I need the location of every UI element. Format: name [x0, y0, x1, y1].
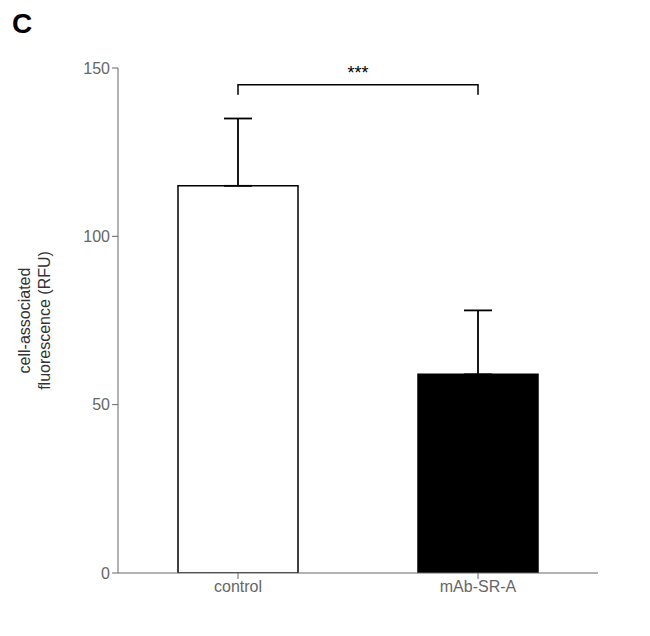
svg-text:***: *** [347, 63, 368, 83]
svg-text:0: 0 [101, 565, 110, 582]
svg-text:mAb-SR-A: mAb-SR-A [440, 578, 517, 595]
html-text:C: C [12, 8, 33, 39]
svg-text:100: 100 [83, 228, 110, 245]
svg-text:cell-associatedfluorescence (R: cell-associatedfluorescence (RFU) [16, 251, 52, 390]
svg-text:control: control [214, 578, 262, 595]
svg-text:50: 50 [92, 396, 110, 413]
svg-text:150: 150 [83, 60, 110, 77]
